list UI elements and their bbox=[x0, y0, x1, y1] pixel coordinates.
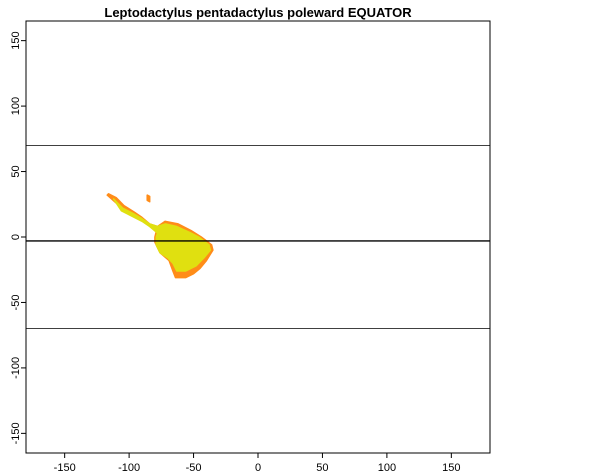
x-tick-label-0: -150 bbox=[54, 462, 76, 472]
x-tick-label-6: 150 bbox=[442, 462, 460, 472]
x-tick-label-4: 50 bbox=[316, 462, 328, 472]
y-tick-label-1: -100 bbox=[10, 357, 22, 379]
range-region-1-0 bbox=[112, 198, 212, 272]
y-tick-label-4: 50 bbox=[10, 165, 22, 177]
chart-title: Leptodactylus pentadactylus poleward EQU… bbox=[104, 5, 412, 20]
y-tick-label-3: 0 bbox=[10, 234, 22, 240]
x-tick-label-2: -50 bbox=[186, 462, 202, 472]
x-tick-label-5: 100 bbox=[378, 462, 396, 472]
range-region-0-1 bbox=[146, 194, 151, 203]
y-tick-label-6: 150 bbox=[10, 31, 22, 49]
y-tick-label-2: -50 bbox=[10, 295, 22, 311]
plot-frame bbox=[25, 20, 491, 454]
y-tick-label-5: 100 bbox=[10, 97, 22, 115]
x-tick-label-3: 0 bbox=[255, 462, 261, 472]
y-tick-label-0: -150 bbox=[10, 422, 22, 444]
x-tick-label-1: -100 bbox=[118, 462, 140, 472]
